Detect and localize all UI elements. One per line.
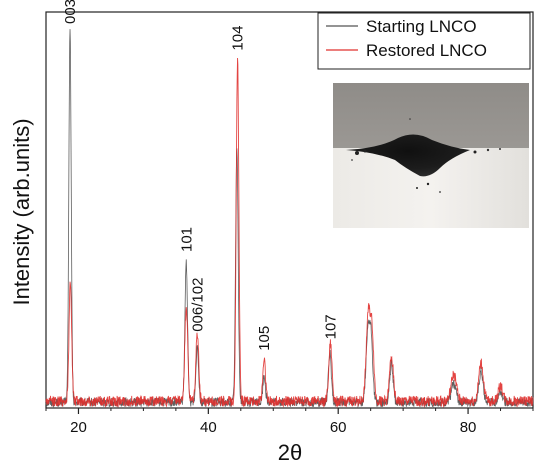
- series-line-restored-lnco: [45, 57, 534, 409]
- peak-label: 006/102: [189, 278, 206, 332]
- x-tick-label: 80: [460, 419, 477, 436]
- peak-label: 104: [230, 26, 247, 51]
- x-axis-title: 2θ: [278, 440, 302, 465]
- y-axis-title: Intensity (arb.units): [9, 118, 34, 305]
- legend-label: Starting LNCO: [366, 17, 477, 36]
- legend-label: Restored LNCO: [366, 41, 487, 60]
- legend-box: [317, 12, 531, 70]
- peak-label: 003: [62, 0, 79, 24]
- inset-photo-image: [333, 83, 529, 228]
- plot-frame: [45, 11, 534, 409]
- chart-legend: Starting LNCO Restored LNCO: [317, 12, 531, 70]
- x-tick-label: 40: [200, 419, 217, 436]
- x-tick-label: 60: [330, 419, 347, 436]
- peak-label: 107: [322, 314, 339, 339]
- plot-area: 20 40 60 80: [45, 11, 534, 436]
- annotation-layer: 003 101 006/102 104 105 107: [62, 0, 339, 351]
- series-layer: [45, 29, 534, 409]
- peak-label: 101: [178, 227, 195, 252]
- x-tick-label: 20: [70, 419, 87, 436]
- peak-label: 105: [256, 326, 273, 351]
- series-line-starting-lnco: [45, 29, 534, 408]
